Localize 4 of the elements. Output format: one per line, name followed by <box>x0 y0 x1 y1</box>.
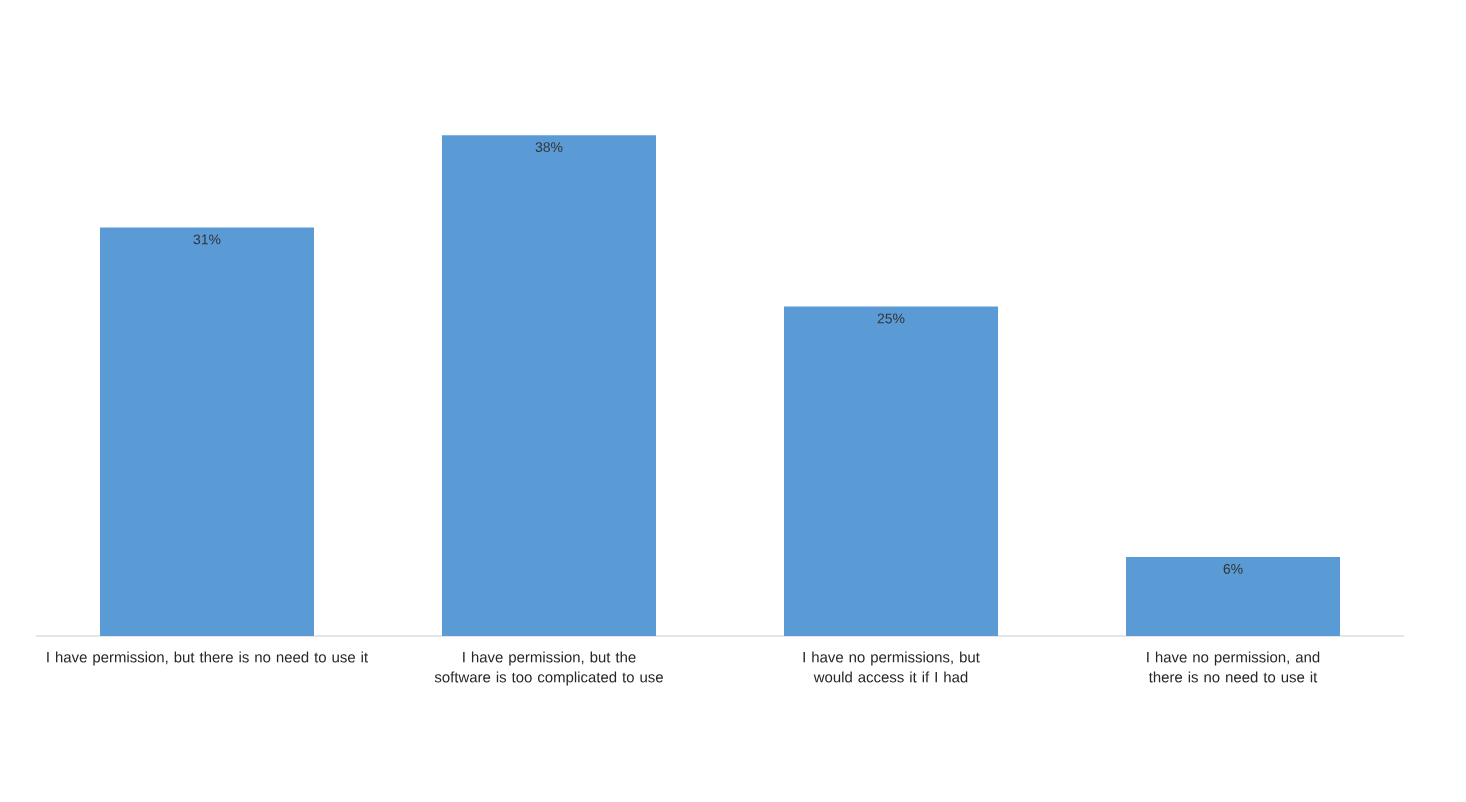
bar <box>784 306 999 636</box>
bar <box>442 135 657 636</box>
bar <box>100 227 314 636</box>
bar <box>1126 556 1341 636</box>
